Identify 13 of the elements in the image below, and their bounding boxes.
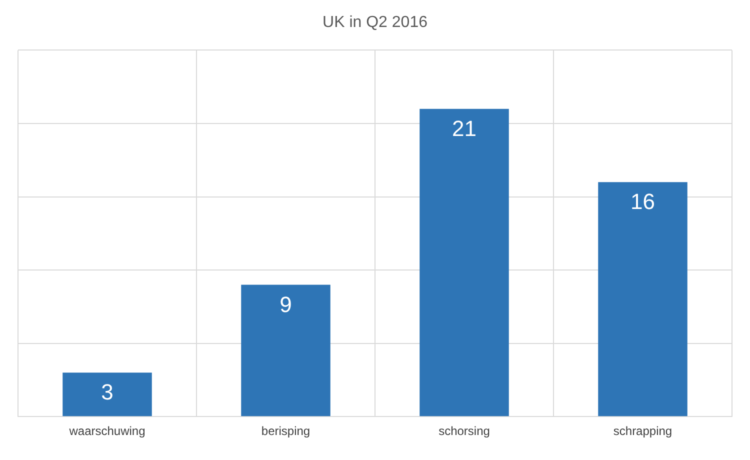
bar [598,182,688,416]
bar [241,284,330,416]
x-tick-label: berisping [261,424,310,438]
data-label: 3 [101,380,114,405]
x-tick-label: schrapping [613,424,672,438]
bar [420,108,509,416]
chart-title: UK in Q2 2016 [322,14,428,32]
x-tick-label: waarschuwing [68,424,146,438]
data-label: 16 [630,189,655,214]
data-label: 21 [452,116,476,141]
data-label: 9 [280,292,292,317]
bar [62,372,152,416]
x-tick-label: schorsing [438,424,490,438]
